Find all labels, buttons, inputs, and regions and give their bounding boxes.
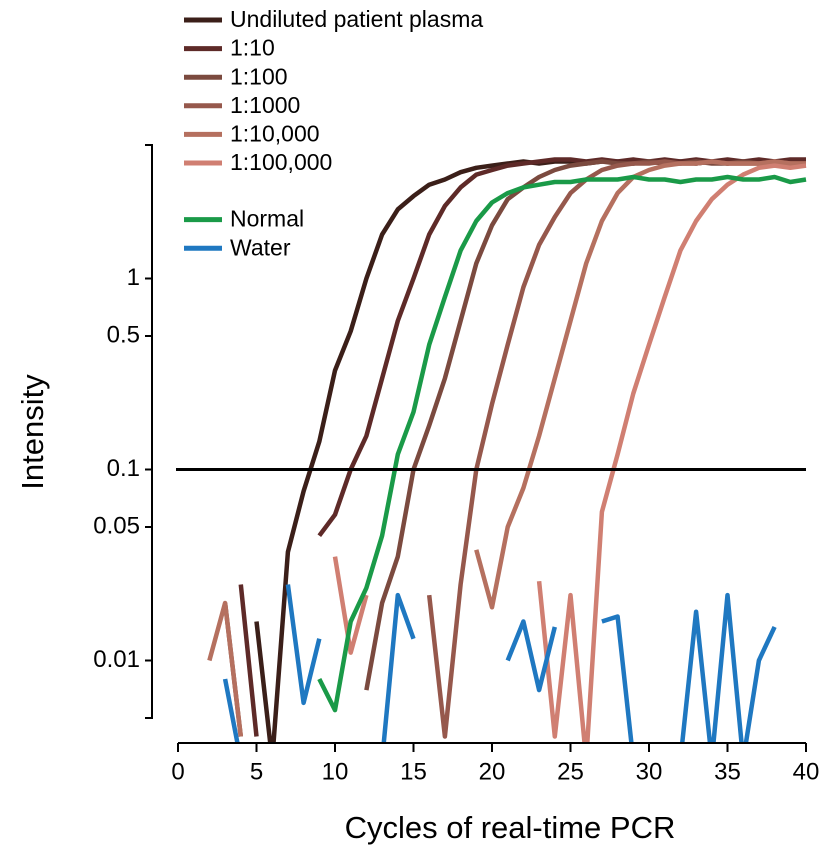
y-axis	[145, 144, 153, 719]
x-tick-label: 10	[322, 758, 349, 785]
y-tick-label: 0.05	[93, 512, 140, 539]
y-tick-label: 0.01	[93, 646, 140, 673]
legend-label: Water	[230, 234, 291, 260]
series-line	[222, 159, 806, 737]
y-tick-label: 0.5	[107, 321, 140, 348]
x-tick-label: 40	[793, 758, 820, 785]
x-tick-label: 0	[171, 758, 184, 785]
legend-label: 1:100	[230, 63, 288, 89]
y-tick-label: 1	[127, 264, 140, 291]
legend-label: 1:1000	[230, 92, 300, 118]
y-tick-label: 0.1	[107, 455, 140, 482]
x-tick-label: 15	[400, 758, 427, 785]
legend-label: 1:100,000	[230, 149, 332, 175]
legend-label: 1:10	[230, 35, 275, 61]
series-line	[207, 159, 806, 737]
x-tick-label: 20	[479, 758, 506, 785]
legend-label: Undiluted patient plasma	[230, 6, 483, 32]
legend-label: Normal	[230, 206, 304, 232]
series-line	[222, 584, 777, 742]
plot-area	[207, 157, 807, 742]
x-tick-label: 30	[636, 758, 663, 785]
y-axis-title: Intensity	[15, 374, 50, 490]
x-tick-label: 35	[714, 758, 741, 785]
series-line	[317, 174, 807, 713]
legend-label: 1:10,000	[230, 120, 320, 146]
series-line	[238, 157, 806, 737]
series-line	[332, 163, 807, 742]
x-axis-title: Cycles of real-time PCR	[345, 810, 676, 845]
x-tick-label: 25	[557, 758, 584, 785]
x-tick-label: 5	[250, 758, 263, 785]
